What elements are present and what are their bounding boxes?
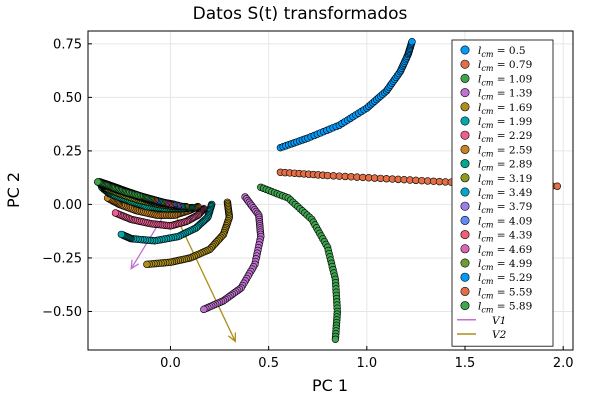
plot-frame xyxy=(87,30,574,351)
legend-entry: lcm = 1.39 xyxy=(460,88,532,102)
legend-label: lcm = 1.99 xyxy=(478,116,532,130)
series-3 xyxy=(257,183,342,343)
legend-label: lcm = 0.5 xyxy=(478,45,526,59)
legend-label: lcm = 3.49 xyxy=(478,187,532,201)
vector-v2 xyxy=(169,204,236,342)
legend-entry: lcm = 3.19 xyxy=(460,173,532,187)
legend-marker xyxy=(460,144,470,154)
legend-marker xyxy=(460,215,470,225)
legend-label: V2 xyxy=(492,329,507,341)
series-1 xyxy=(276,38,416,152)
legend-entry: lcm = 0.79 xyxy=(460,59,532,73)
chart-title: Datos S(t) transformados xyxy=(193,4,408,24)
x-tick-label: 1.5 xyxy=(455,356,476,371)
x-tick-label: 1.0 xyxy=(356,356,377,371)
data-point xyxy=(408,38,416,46)
legend-label: lcm = 3.79 xyxy=(478,201,532,215)
legend-label: lcm = 0.79 xyxy=(478,59,532,73)
data-point xyxy=(553,182,561,190)
legend-label: lcm = 3.19 xyxy=(478,173,532,187)
y-tick-label: 0.75 xyxy=(53,37,82,52)
data-point xyxy=(94,178,102,186)
legend-marker xyxy=(460,187,470,197)
legend-label: lcm = 4.99 xyxy=(478,258,532,272)
y-tick-label: 0.25 xyxy=(53,144,82,159)
series-4 xyxy=(200,193,265,314)
legend-entry: lcm = 5.59 xyxy=(460,286,532,300)
legend-marker xyxy=(460,59,470,69)
legend-marker xyxy=(460,272,470,282)
legend-label: lcm = 2.29 xyxy=(478,130,532,144)
legend-label: lcm = 1.69 xyxy=(478,102,532,116)
y-tick-label: 0.50 xyxy=(53,91,82,106)
series-19 xyxy=(94,178,155,203)
series-6 xyxy=(117,200,216,245)
legend-entry-vector: V2 xyxy=(457,329,507,341)
legend-entry: lcm = 1.69 xyxy=(460,102,532,116)
legend-entry-vector: V1 xyxy=(457,315,506,327)
x-tick-label: 0.0 xyxy=(160,356,181,371)
legend-entry: lcm = 4.69 xyxy=(460,244,532,258)
data-point xyxy=(200,305,208,314)
legend-label: lcm = 2.89 xyxy=(478,159,532,173)
legend-marker xyxy=(460,102,470,112)
legend-label: lcm = 4.39 xyxy=(478,230,532,244)
legend-label: lcm = 5.89 xyxy=(478,301,532,315)
legend-label: lcm = 1.39 xyxy=(478,88,532,102)
scatter-layer xyxy=(94,38,561,343)
x-tick-label: 0.5 xyxy=(258,356,279,371)
legend-marker xyxy=(460,130,470,140)
y-tick-label: 0.00 xyxy=(53,198,82,213)
data-point xyxy=(117,230,126,239)
legend-label: V1 xyxy=(492,315,506,327)
legend-marker xyxy=(460,73,470,83)
legend-label: lcm = 2.59 xyxy=(478,144,532,158)
y-tick-label: −0.50 xyxy=(42,305,82,320)
legend-marker xyxy=(460,230,470,240)
data-point xyxy=(143,260,151,269)
legend-label: lcm = 1.09 xyxy=(478,73,532,87)
legend-entry: lcm = 5.89 xyxy=(460,301,532,315)
legend-entry: lcm = 2.59 xyxy=(460,144,532,158)
legend-marker xyxy=(460,286,470,296)
legend-entry: lcm = 5.29 xyxy=(460,272,532,286)
legend-entry: lcm = 3.79 xyxy=(460,201,532,215)
legend-label: lcm = 4.69 xyxy=(478,244,532,258)
legend-marker xyxy=(460,301,470,311)
vector-arrowhead xyxy=(130,259,140,270)
legend-entry: lcm = 2.29 xyxy=(460,130,532,144)
legend-entry: lcm = 1.99 xyxy=(460,116,532,130)
legend-entry: lcm = 0.5 xyxy=(460,45,526,59)
y-axis: −0.50 −0.25 0.00 0.25 0.50 0.75 xyxy=(42,37,92,320)
legend-entry: lcm = 1.09 xyxy=(460,73,532,87)
y-tick-label: −0.25 xyxy=(42,251,82,266)
data-point xyxy=(331,335,340,343)
legend-entry: lcm = 3.49 xyxy=(460,187,532,201)
series-5 xyxy=(143,198,234,269)
legend-entry: lcm = 4.99 xyxy=(460,258,532,272)
data-point xyxy=(111,209,120,217)
legend-marker xyxy=(460,244,470,254)
legend-marker xyxy=(460,45,470,55)
x-axis-title: PC 1 xyxy=(312,376,348,395)
vector-arrowhead xyxy=(227,332,236,343)
legend-label: lcm = 5.59 xyxy=(478,286,532,300)
legend-entry: lcm = 4.39 xyxy=(460,230,532,244)
legend-entry: lcm = 2.89 xyxy=(460,159,532,173)
legend-label: lcm = 5.29 xyxy=(478,272,532,286)
legend-label: lcm = 4.09 xyxy=(478,215,532,229)
legend-marker xyxy=(460,116,470,126)
y-axis-title: PC 2 xyxy=(4,172,23,208)
legend-marker xyxy=(460,88,470,98)
legend-marker xyxy=(460,173,470,183)
legend-marker xyxy=(460,159,470,169)
legend-marker xyxy=(460,201,470,211)
legend-entry: lcm = 4.09 xyxy=(460,215,532,229)
series-7 xyxy=(111,204,208,230)
x-tick-label: 2.0 xyxy=(553,356,574,371)
x-axis: 0.0 0.5 1.0 1.5 2.0 xyxy=(160,346,574,371)
legend-marker xyxy=(460,258,470,268)
